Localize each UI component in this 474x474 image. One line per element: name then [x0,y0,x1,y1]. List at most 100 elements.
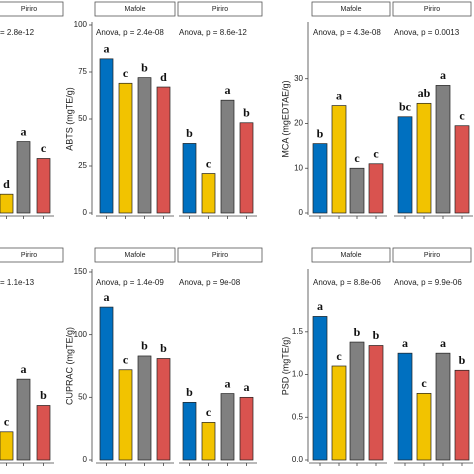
anova-label: Anova, p = 1.4e-09 [96,278,164,287]
y-axis-title: CUPRAC (mgTE/g) [64,327,74,405]
bar [182,401,197,461]
significance-letter: c [123,353,129,367]
bar [435,85,451,214]
y-tick-label: 100 [74,20,88,29]
facet-strip-label: Piriro [212,252,228,259]
significance-letter: a [244,380,250,394]
significance-letter: b [459,353,466,367]
bar [137,77,152,214]
facet-strip [0,247,64,263]
significance-letter: a [440,336,446,350]
y-tick-label: 0 [83,208,88,217]
y-tick-label: 75 [78,67,87,76]
y-axis-title: PSD (mgTE/g) [280,337,290,396]
y-tick-label: 20 [294,119,303,128]
facet-strip [94,1,176,17]
significance-letter: b [186,385,193,399]
facet-strip-label: Piriro [424,6,440,13]
y-tick-label: 1.5 [292,327,304,336]
significance-letter: a [21,362,27,376]
y-tick-label: 150 [74,267,88,276]
significance-letter: ab [418,86,431,100]
y-tick-label: 1.0 [292,370,304,379]
y-axis-title: MCA (mgEDTAE/g) [280,80,290,157]
significance-letter: a [336,88,342,102]
significance-letter: b [141,60,148,74]
significance-letter: a [402,336,408,350]
bar [99,58,114,214]
bar [0,431,14,461]
significance-letter: a [21,124,27,138]
bar [454,125,470,214]
bar [368,163,384,214]
y-tick-label: 50 [78,392,87,401]
y-tick-label: 0 [83,455,88,464]
bar [239,122,254,214]
facet-strip [392,1,472,17]
bar [368,345,384,461]
anova-label: Anova, p = 9.9e-06 [394,278,462,287]
y-tick-label: 0.5 [292,412,304,421]
anova-label: Anova, p = 4.3e-08 [313,28,381,37]
bar [118,369,133,461]
anova-label: Anova, p = 8.8e-06 [313,278,381,287]
significance-letter: c [336,349,342,363]
bar [16,378,31,461]
significance-letter: c [421,376,427,390]
facet-strip-label: Piriro [424,252,440,259]
bar [36,405,51,461]
facet-strip [177,247,263,263]
facet-strip [392,247,472,263]
bar [435,352,451,461]
significance-letter: c [206,405,212,419]
bar [454,369,470,461]
bar [220,99,235,214]
significance-letter: c [354,151,360,165]
bar [349,167,365,214]
significance-letter: c [206,156,212,170]
facet-strip-label: Mafole [124,252,145,259]
significance-letter: bc [399,100,412,114]
bar [156,358,171,461]
y-tick-label: 10 [294,163,303,172]
significance-letter: d [160,70,167,84]
bar [331,105,347,214]
y-tick-label: 0.0 [292,455,304,464]
significance-letter: b [40,388,47,402]
bar [349,341,365,461]
y-axis-title: ABTS (mgTE/g) [64,87,74,151]
bar [331,365,347,461]
bar [416,392,432,461]
bar [99,306,114,461]
y-tick-label: 0 [299,208,304,217]
bar [239,396,254,461]
facet-strip-label: Piriro [21,252,37,259]
bar [0,193,14,214]
y-tick-label: 50 [78,114,87,123]
bar [397,352,413,461]
facet-strip [0,1,64,17]
significance-letter: c [459,108,465,122]
facet-strip [177,1,263,17]
significance-letter: c [123,66,129,80]
bar [156,86,171,214]
significance-letter: b [141,339,148,353]
significance-letter: c [41,141,47,155]
anova-label: Anova, p = 9e-08 [179,278,241,287]
bar [312,316,328,461]
significance-letter: c [4,415,10,429]
bar [118,82,133,214]
facet-strip-label: Mafole [124,6,145,13]
bar [16,141,31,214]
facet-strip-label: Piriro [21,6,37,13]
facet-strip [94,247,176,263]
anova-label: Anova, p = 0.0013 [394,28,460,37]
bar [397,116,413,214]
significance-letter: b [317,126,324,140]
significance-letter: b [243,106,250,120]
bar [201,422,216,461]
anova-label: Anova, p = 8.6e-12 [179,28,247,37]
bar [201,173,216,214]
significance-letter: a [440,68,446,82]
